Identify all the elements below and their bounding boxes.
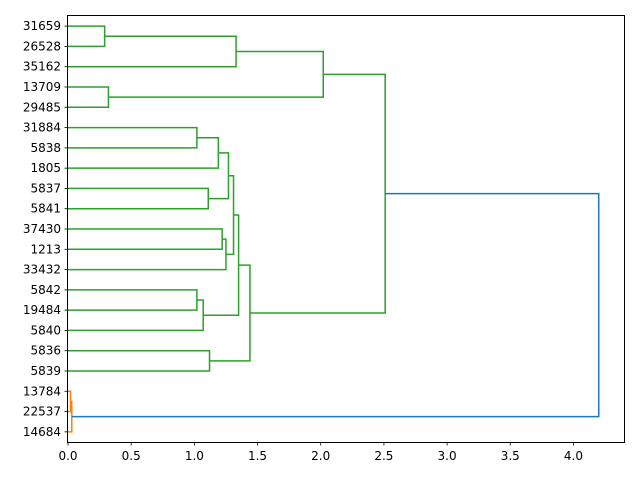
leaf-label: 13784 <box>23 384 61 398</box>
leaf-label: 14684 <box>23 425 61 439</box>
x-tick-label: 1.5 <box>248 449 267 463</box>
leaf-label: 1213 <box>30 242 61 256</box>
x-tick-label: 3.5 <box>501 449 520 463</box>
dendrogram-link <box>225 175 235 256</box>
dendrogram-link <box>68 126 198 149</box>
dendrogram-link <box>108 50 325 98</box>
leaf-label: 29485 <box>23 100 61 114</box>
leaf-label: 13709 <box>23 80 61 94</box>
leaf-label: 5837 <box>30 181 61 195</box>
dendrogram-link <box>71 192 600 418</box>
leaf-label: 35162 <box>23 60 61 74</box>
leaf-label: 5838 <box>30 141 61 155</box>
leaf-label: 33432 <box>23 263 61 277</box>
dendrogram-link <box>68 86 110 109</box>
leaf-label: 37430 <box>23 222 61 236</box>
leaf-labels: 31659 26528 35162 13709 29485 31884 5838 1805 58… <box>23 19 68 439</box>
leaf-label: 5841 <box>30 202 61 216</box>
dendrogram-link <box>249 73 386 314</box>
dendrogram-links <box>68 25 600 433</box>
dendrogram-link <box>68 349 211 372</box>
x-tick-label: 0.0 <box>58 449 77 463</box>
leaf-label: 5836 <box>30 344 61 358</box>
dendrogram-link <box>68 289 198 311</box>
x-tick-label: 3.0 <box>438 449 457 463</box>
x-tick-label: 2.0 <box>311 449 330 463</box>
dendrogram-link <box>68 187 210 210</box>
x-tick-label: 0.5 <box>122 449 141 463</box>
dendrogram-link <box>68 228 223 251</box>
x-tick-label: 1.0 <box>185 449 204 463</box>
leaf-label: 5842 <box>30 283 61 297</box>
x-axis: 0.0 0.5 1.0 1.5 2.0 2.5 3.0 3.5 4.0 <box>58 442 583 463</box>
dendrogram-link <box>68 136 220 169</box>
dendrogram-link <box>68 238 227 271</box>
leaf-label: 26528 <box>23 39 61 53</box>
leaf-label: 22537 <box>23 405 61 419</box>
dendrogram-link <box>68 400 73 433</box>
leaf-label: 19484 <box>23 303 61 317</box>
dendrogram-link <box>209 264 251 362</box>
leaf-label: 31884 <box>23 121 61 135</box>
dendrogram-link <box>68 25 106 48</box>
x-tick-label: 4.0 <box>564 449 583 463</box>
leaf-label: 31659 <box>23 19 61 33</box>
leaf-label: 5840 <box>30 323 61 337</box>
x-tick-label: 2.5 <box>374 449 393 463</box>
dendrogram-link <box>68 390 72 413</box>
leaf-label: 1805 <box>30 161 61 175</box>
dendrogram-link <box>68 299 204 332</box>
leaf-label: 5839 <box>30 364 61 378</box>
dendrogram-link <box>68 35 237 68</box>
